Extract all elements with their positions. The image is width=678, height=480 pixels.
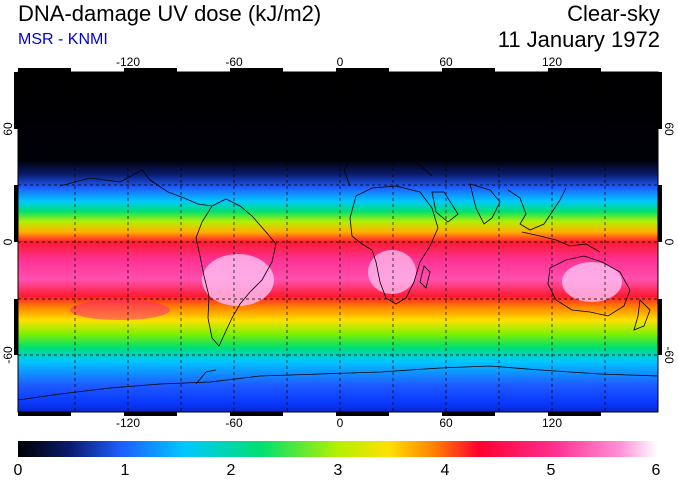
new-zealand-coast [633, 299, 651, 331]
lon-tick-label-top: 0 [337, 55, 344, 69]
coastlines [18, 149, 658, 401]
lat-tick-label-left: -60 [1, 346, 15, 364]
colorbar-label: 0 [14, 462, 23, 479]
lon-tick-label-top: 120 [542, 55, 562, 69]
australia-coast [547, 255, 631, 317]
map-title: DNA-damage UV dose (kJ/m2) [18, 1, 322, 26]
lon-tick-label-top: 60 [439, 55, 453, 69]
uv-hotspot-south-america [202, 254, 274, 306]
antarctic-peninsula [195, 369, 217, 385]
lat-tick-label-right: 0 [662, 239, 676, 246]
lat-tick-label-left: 0 [1, 238, 15, 245]
colorbar-label: 5 [547, 462, 556, 479]
colorbar [18, 441, 658, 457]
date-label: 11 January 1972 [497, 27, 660, 52]
colorbar-label: 4 [441, 462, 450, 479]
north-america-coast [59, 169, 151, 187]
lon-tick-label-bottom: 60 [439, 416, 453, 430]
graticule [18, 72, 658, 412]
south-america-coast [195, 198, 277, 347]
uv-hotspot-africa [368, 250, 416, 294]
europe-coast [343, 149, 433, 187]
sky-condition-label: Clear-sky [567, 1, 660, 26]
lon-tick-label-bottom: -120 [116, 416, 140, 430]
southeast-asia-coast [507, 187, 567, 231]
source-label: MSR - KNMI [18, 31, 108, 48]
frame-ticks [14, 68, 662, 416]
antarctica-coast [18, 365, 658, 401]
arabia-coast [431, 191, 459, 223]
lon-tick-label-bottom: 0 [337, 416, 344, 430]
lon-tick-label-top: -120 [116, 55, 140, 69]
lon-tick-label-bottom: 120 [542, 416, 562, 430]
lon-tick-label-bottom: -60 [225, 416, 243, 430]
central-america-coast [149, 179, 213, 207]
uv-hotspot-australia [562, 262, 622, 302]
lon-tick-label-top: -60 [225, 55, 243, 69]
indonesia-coast [521, 231, 601, 253]
colorbar-label: 2 [227, 462, 236, 479]
colorbar-label: 6 [652, 462, 661, 479]
lat-tick-label-left: 60 [1, 122, 15, 136]
madagascar-coast [419, 265, 431, 289]
lat-tick-label-right: 60 [662, 122, 676, 136]
india-coast [469, 183, 501, 225]
colorbar-label: 1 [121, 462, 130, 479]
uv-band-south-pacific [70, 300, 170, 320]
colorbar-label: 3 [334, 462, 343, 479]
lat-tick-label-right: -60 [662, 346, 676, 364]
africa-coast [349, 185, 439, 305]
